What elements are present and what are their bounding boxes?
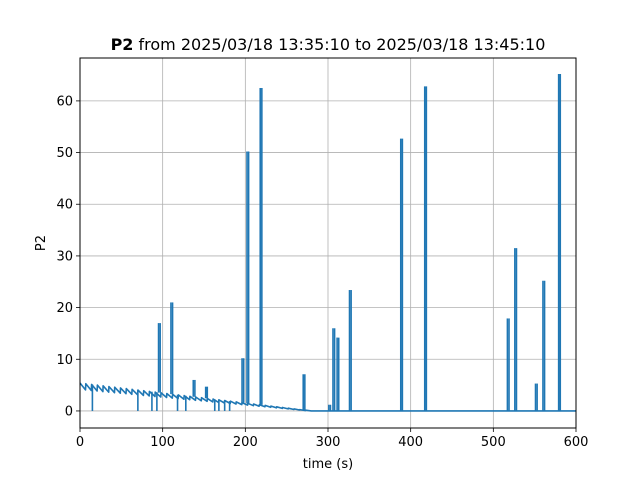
x-tick-label: 600 xyxy=(564,435,589,450)
x-tick-label: 400 xyxy=(398,435,423,450)
x-axis: 0 100 200 300 400 500 600 xyxy=(76,428,589,450)
x-tick-label: 100 xyxy=(150,435,175,450)
x-tick-label: 0 xyxy=(76,435,84,450)
series-baseline xyxy=(79,382,576,412)
y-tick-label: 30 xyxy=(56,249,73,264)
y-tick-label: 50 xyxy=(56,146,73,161)
y-tick-label: 60 xyxy=(56,94,73,109)
y-axis-label: P2 xyxy=(34,235,49,251)
grid xyxy=(79,58,577,428)
y-tick-label: 10 xyxy=(56,353,73,368)
x-tick-label: 200 xyxy=(233,435,258,450)
y-tick-label: 40 xyxy=(56,198,73,213)
chart-title-range: from 2025/03/18 13:35:10 to 2025/03/18 1… xyxy=(139,35,546,54)
x-tick-label: 300 xyxy=(316,435,341,450)
series-p2 xyxy=(79,74,576,412)
chart-title: P2 from 2025/03/18 13:35:10 to 2025/03/1… xyxy=(111,35,546,54)
x-tick-label: 500 xyxy=(481,435,506,450)
x-axis-label: time (s) xyxy=(303,457,353,472)
y-tick-label: 20 xyxy=(56,301,73,316)
y-axis: 0 10 20 30 40 50 60 xyxy=(56,94,80,419)
chart-title-bold: P2 xyxy=(111,35,134,54)
y-tick-label: 0 xyxy=(65,404,73,419)
